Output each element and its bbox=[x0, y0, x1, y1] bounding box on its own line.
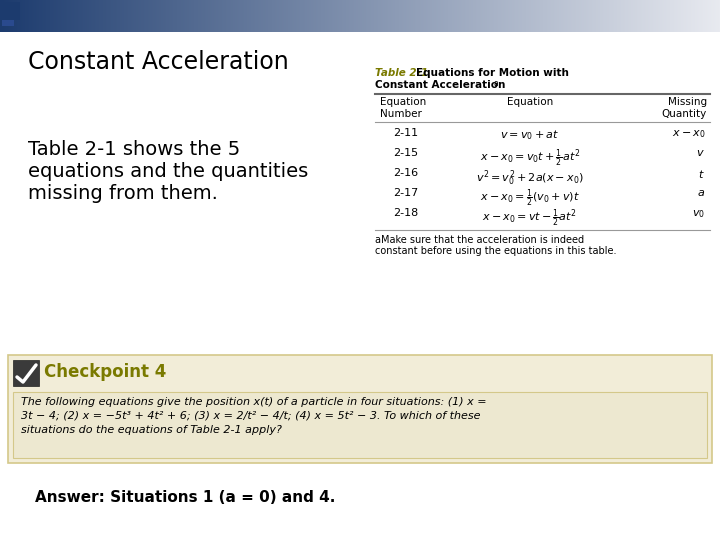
Text: Missing
Quantity: Missing Quantity bbox=[662, 97, 707, 119]
Text: $v$: $v$ bbox=[696, 148, 705, 158]
Text: Equation
Number: Equation Number bbox=[380, 97, 426, 119]
Text: $t$: $t$ bbox=[698, 168, 705, 180]
Text: Constant Acceleration: Constant Acceleration bbox=[375, 80, 505, 90]
Text: 2-18: 2-18 bbox=[393, 208, 418, 218]
FancyBboxPatch shape bbox=[8, 355, 712, 463]
Text: Table 2-1 shows the 5: Table 2-1 shows the 5 bbox=[28, 140, 240, 159]
Text: $a$: $a$ bbox=[697, 188, 705, 198]
Text: $x - x_0$: $x - x_0$ bbox=[672, 128, 705, 140]
Text: The following equations give the position x(t) of a particle in four situations:: The following equations give the positio… bbox=[21, 397, 487, 435]
Text: $v^2 = v_0^2 + 2a(x - x_0)$: $v^2 = v_0^2 + 2a(x - x_0)$ bbox=[476, 168, 584, 187]
FancyBboxPatch shape bbox=[2, 2, 20, 20]
Text: 2-16: 2-16 bbox=[393, 168, 418, 178]
Text: constant before using the equations in this table.: constant before using the equations in t… bbox=[375, 246, 616, 256]
Text: missing from them.: missing from them. bbox=[28, 184, 218, 203]
Text: Answer: Situations 1 (a = 0) and 4.: Answer: Situations 1 (a = 0) and 4. bbox=[35, 490, 336, 505]
Text: $x - x_0 = \frac{1}{2}(v_0 + v)t$: $x - x_0 = \frac{1}{2}(v_0 + v)t$ bbox=[480, 188, 580, 210]
Text: aMake sure that the acceleration is indeed: aMake sure that the acceleration is inde… bbox=[375, 235, 584, 245]
Text: Checkpoint 4: Checkpoint 4 bbox=[44, 363, 166, 381]
Text: 2-11: 2-11 bbox=[393, 128, 418, 138]
FancyBboxPatch shape bbox=[2, 14, 14, 26]
Text: Equation: Equation bbox=[507, 97, 553, 107]
Text: $v = v_0 + at$: $v = v_0 + at$ bbox=[500, 128, 559, 142]
Text: 2-15: 2-15 bbox=[393, 148, 418, 158]
Text: equations and the quantities: equations and the quantities bbox=[28, 162, 308, 181]
Text: Equations for Motion with: Equations for Motion with bbox=[416, 68, 569, 78]
Text: $x - x_0 = vt - \frac{1}{2}at^2$: $x - x_0 = vt - \frac{1}{2}at^2$ bbox=[482, 208, 577, 230]
Text: Constant Acceleration: Constant Acceleration bbox=[28, 50, 289, 74]
Text: Table 2-1: Table 2-1 bbox=[375, 68, 428, 78]
Text: a: a bbox=[493, 79, 498, 88]
Text: $x - x_0 = v_0t + \frac{1}{2}at^2$: $x - x_0 = v_0t + \frac{1}{2}at^2$ bbox=[480, 148, 580, 170]
FancyBboxPatch shape bbox=[13, 392, 707, 458]
FancyBboxPatch shape bbox=[13, 360, 39, 386]
Text: 2-17: 2-17 bbox=[393, 188, 418, 198]
Text: $v_0$: $v_0$ bbox=[692, 208, 705, 220]
